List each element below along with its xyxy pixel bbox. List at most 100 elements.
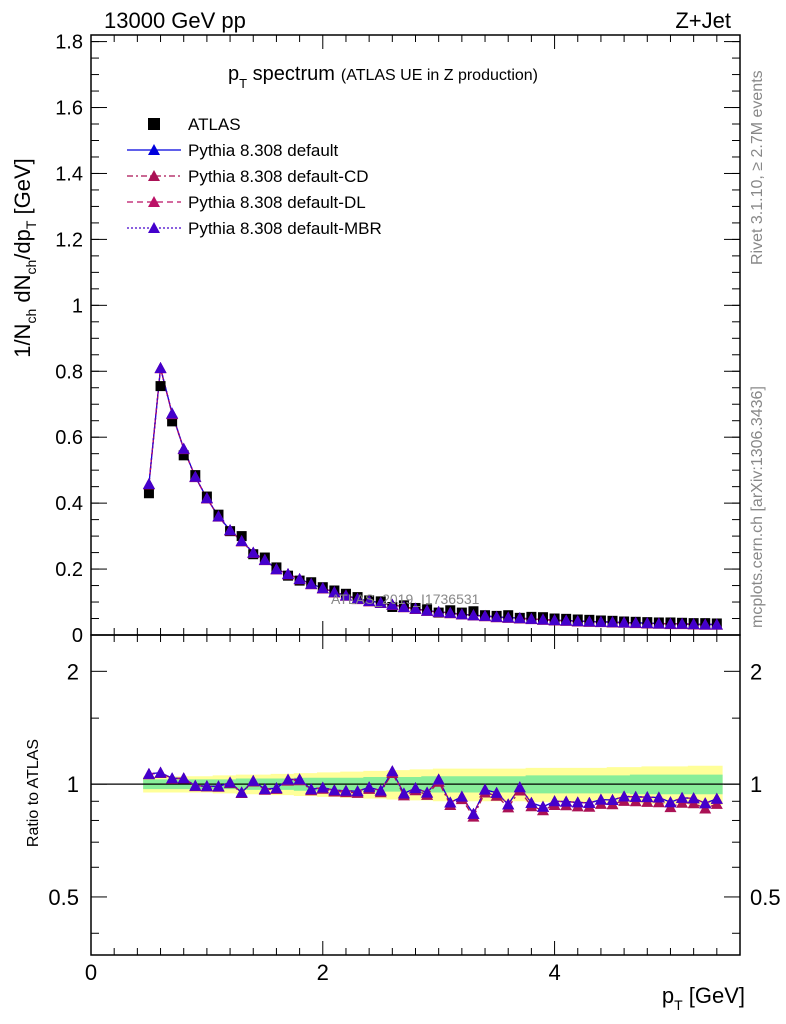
main-mc-marker-4: [699, 618, 712, 630]
ratio-mc-marker-4: [351, 785, 364, 797]
rivet-label: Rivet 3.1.10, ≥ 2.7M events: [749, 70, 766, 265]
main-mc-marker-4: [200, 492, 213, 504]
main-mc-marker-4: [548, 614, 561, 626]
ratio-mc-marker-4: [142, 767, 155, 779]
ratio-mc-marker-4: [363, 781, 376, 793]
ratio-y-tick-label-right: 1: [750, 772, 762, 797]
main-y-tick-label: 0.4: [55, 493, 83, 515]
xlabel-unit: [GeV]: [683, 983, 745, 1008]
main-mc-marker-4: [189, 470, 202, 482]
main-mc-marker-4: [583, 615, 596, 627]
ratio-mc-marker-4: [200, 780, 213, 792]
ratio-mc-marker-4: [177, 772, 190, 784]
analysis-watermark: ATLAS_2019_I1736531: [331, 591, 480, 607]
main-series: [142, 361, 723, 630]
main-series-line-2: [148, 368, 717, 626]
main-y-tick-label: 0.6: [55, 427, 83, 449]
ylabel-part-4: [GeV]: [10, 158, 35, 220]
ratio-mc-marker-4: [502, 798, 515, 810]
ratio-mc-marker-4: [154, 766, 167, 778]
legend-marker-data: [148, 118, 160, 130]
atlas-data-point: [167, 416, 178, 427]
legend-label: Pythia 8.308 default-MBR: [188, 219, 382, 238]
main-mc-marker-4: [177, 442, 190, 454]
x-tick-label: 2: [317, 960, 329, 985]
ratio-mc-marker-4: [293, 773, 306, 785]
main-y-tick-label: 1.2: [55, 229, 83, 251]
ylabel-part-3: /dp: [10, 229, 35, 260]
ratio-mc-marker-4: [444, 796, 457, 808]
legend-label: Pythia 8.308 default-CD: [188, 167, 369, 186]
ratio-mc-marker-4: [258, 783, 271, 795]
main-mc-marker-4: [455, 608, 468, 620]
ratio-mc-marker-4: [641, 791, 654, 803]
main-mc-marker-4: [142, 478, 155, 490]
main-mc-marker-4: [293, 572, 306, 584]
ratio-mc-marker-4: [212, 780, 225, 792]
main-mc-marker-4: [409, 602, 422, 614]
x-axis-ticks: 0 2 4: [85, 35, 741, 985]
ratio-mc-marker-4: [710, 792, 723, 804]
main-mc-marker-4: [386, 598, 399, 610]
main-mc-marker-4: [166, 407, 179, 419]
atlas-data-point: [155, 381, 166, 392]
main-mc-marker-4: [710, 618, 723, 630]
ratio-y-tick-label: 0.5: [48, 885, 79, 910]
ratio-mc-marker-4: [548, 795, 561, 807]
title-small: (ATLAS UE in Z production): [341, 67, 538, 84]
ratio-mc-marker-4: [455, 790, 468, 802]
ratio-mc-marker-4: [618, 790, 631, 802]
title-p: p: [228, 63, 239, 85]
ylabel-part-2: dN: [10, 275, 35, 309]
main-mc-marker-4: [594, 615, 607, 627]
main-mc-marker-4: [235, 535, 248, 547]
ratio-mc-marker-4: [224, 776, 237, 788]
main-mc-marker-4: [664, 617, 677, 629]
atlas-data-point: [143, 488, 154, 499]
main-mc-marker-4: [513, 612, 526, 624]
ratio-mc-marker-4: [629, 790, 642, 802]
ratio-mc-marker-4: [235, 786, 248, 798]
atlas-data-point: [178, 450, 189, 461]
main-mc-marker-4: [351, 592, 364, 604]
ratio-mc-marker-4: [270, 782, 283, 794]
ylabel-sub-3: T: [23, 220, 39, 229]
main-mc-marker-4: [363, 595, 376, 607]
main-series-line-1: [148, 367, 717, 626]
ratio-y-tick-label: 2: [67, 659, 79, 684]
legend-marker-triangle: [148, 196, 160, 207]
legend-marker-triangle: [148, 144, 160, 155]
ratio-series-line-4: [148, 769, 718, 816]
legend-label: ATLAS: [188, 115, 241, 134]
main-mc-marker-4: [560, 614, 573, 626]
ratio-y-tick-label: 1: [67, 772, 79, 797]
ratio-mc-marker-4: [339, 784, 352, 796]
ylabel-sub-1: ch: [23, 309, 39, 324]
main-mc-marker-4: [652, 617, 665, 629]
legend-marker-triangle: [148, 170, 160, 181]
ratio-mc-marker-4: [328, 784, 341, 796]
main-mc-marker-4: [224, 524, 237, 536]
header-right: Z+Jet: [675, 8, 731, 33]
main-mc-marker-4: [676, 617, 689, 629]
ratio-mc-marker-4: [536, 800, 549, 812]
main-mc-marker-4: [525, 612, 538, 624]
main-mc-marker-4: [154, 361, 167, 373]
main-mc-marker-4: [571, 615, 584, 627]
main-mc-marker-4: [641, 617, 654, 629]
mcplots-label: mcplots.cern.ch [arXiv:1306.3436]: [749, 386, 766, 628]
main-mc-marker-4: [444, 606, 457, 618]
main-mc-marker-4: [397, 600, 410, 612]
main-mc-marker-4: [421, 604, 434, 616]
main-mc-marker-4: [282, 568, 295, 580]
ratio-mc-marker-4: [479, 783, 492, 795]
main-series-line-3: [148, 367, 717, 626]
ratio-y-tick-label-right: 2: [750, 659, 762, 684]
legend-marker-triangle: [148, 222, 160, 233]
ratio-mc-marker-4: [594, 793, 607, 805]
main-mc-marker-4: [490, 610, 503, 622]
main-y-tick-label: 1.8: [55, 32, 83, 54]
main-y-tick-label: 1: [72, 295, 83, 317]
main-mc-marker-4: [328, 586, 341, 598]
main-mc-marker-4: [432, 605, 445, 617]
